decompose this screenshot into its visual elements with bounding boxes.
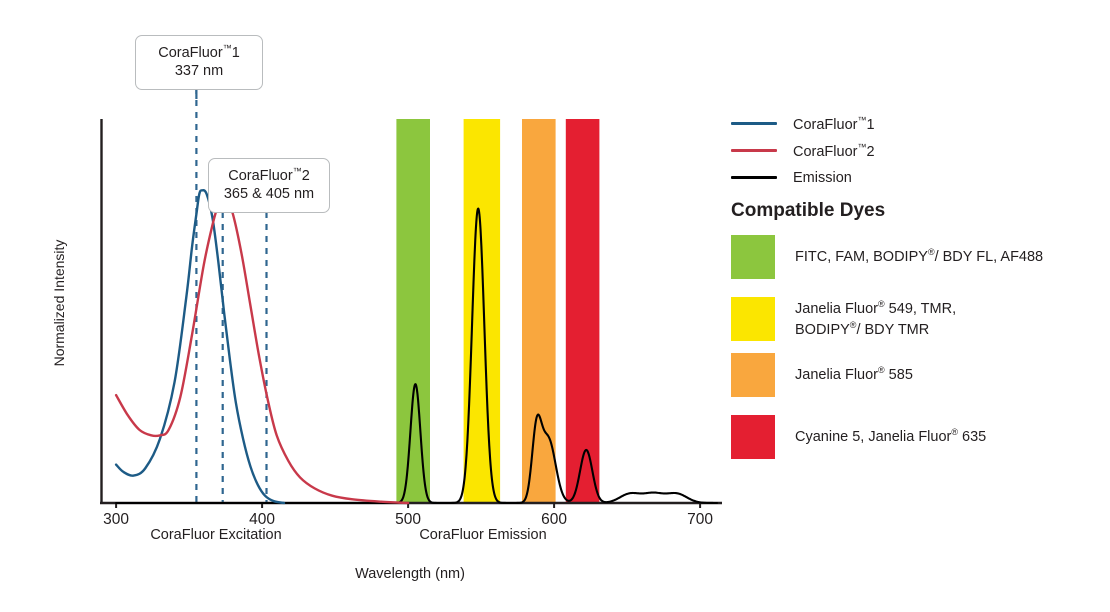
emission-bands [396,119,600,503]
trademark-icon: ™ [857,114,867,125]
legend-line-emission [731,176,777,179]
trademark-icon: ™ [222,43,232,53]
series-legend: CoraFluor™1 CoraFluor™2 Emission [731,110,1091,191]
registered-icon: ® [878,365,885,376]
dye-row[interactable]: Cyanine 5, Janelia Fluor® 635 [731,415,1101,459]
legend-label-emission: Emission [793,169,852,186]
dye-label: FITC, FAM, BODIPY®/ BDY FL, AF488 [795,246,1043,267]
dye-color-swatch [731,353,775,397]
dye-label: Janelia Fluor® 585 [795,364,913,385]
x-tick-label-600: 600 [541,511,568,528]
legend-item-emission[interactable]: Emission [731,164,1091,191]
x-axis-title: Wavelength (nm) [355,566,465,582]
emission-band-1 [463,119,501,503]
callout-cf1-index: 1 [231,44,240,61]
trademark-icon: ™ [857,141,867,152]
dye-label: Janelia Fluor® 549, TMR, BODIPY®/ BDY TMR [795,298,956,341]
dye-label-line1: Janelia Fluor® 585 [795,365,913,384]
legend-label-corafluor2: CoraFluor [793,143,858,160]
legend-index-corafluor1: 1 [866,116,875,133]
dye-row[interactable]: Janelia Fluor® 549, TMR, BODIPY®/ BDY TMR [731,297,1101,341]
emission-band-3 [565,119,600,503]
excitation-region-label: CoraFluor Excitation [150,527,282,543]
callout-corafluor2: CoraFluor™2 365 & 405 nm [208,158,330,213]
registered-icon: ® [849,320,857,330]
corafluor1-excitation-curve [114,189,286,505]
dye-color-swatch [731,415,775,459]
excitation-markers [195,88,268,503]
dye-label: Cyanine 5, Janelia Fluor® 635 [795,426,986,447]
callout-cf2-index: 2 [301,167,310,184]
callout-corafluor1: CoraFluor™1 337 nm [135,35,263,90]
x-tick-label-400: 400 [249,511,276,528]
corafluor2-excitation-curve [114,197,410,505]
dye-row[interactable]: Janelia Fluor® 585 [731,353,1101,397]
legend-index-corafluor2: 2 [866,143,875,160]
compatible-dyes-title: Compatible Dyes [731,200,886,221]
legend-line-corafluor2 [731,149,777,152]
x-tick-label-700: 700 [687,511,714,528]
callout-cf1-value: 337 nm [174,63,224,80]
emission-curve [115,207,719,505]
emission-region-label: CoraFluor Emission [419,527,547,543]
callout-cf1-name: CoraFluor [158,44,223,61]
x-tick-label-300: 300 [103,511,130,528]
compatible-dyes-list: FITC, FAM, BODIPY®/ BDY FL, AF488 Janelia… [731,235,1101,477]
legend-line-corafluor1 [731,122,777,125]
x-tick-label-500: 500 [395,511,422,528]
dye-color-swatch [731,297,775,341]
registered-icon: ® [927,247,935,258]
dye-label-line1: Cyanine 5, Janelia Fluor® 635 [795,427,987,446]
dye-label-line1: Janelia Fluor® 549, TMR, [795,298,957,317]
dye-row[interactable]: FITC, FAM, BODIPY®/ BDY FL, AF488 [731,235,1101,279]
callout-cf2-name: CoraFluor [228,167,293,184]
callout-cf2-value: 365 & 405 nm [223,186,315,203]
legend-item-corafluor2[interactable]: CoraFluor™2 [731,137,1091,164]
registered-icon: ® [951,427,959,438]
legend-item-corafluor1[interactable]: CoraFluor™1 [731,110,1091,137]
emission-band-2 [522,119,556,503]
dye-color-swatch [731,235,775,279]
legend-label-corafluor1: CoraFluor [793,116,858,133]
y-axis-title: Normalized Intensity [51,239,67,367]
emission-band-0 [396,119,430,503]
registered-icon: ® [878,298,885,309]
dye-label-line1: FITC, FAM, BODIPY®/ BDY FL, AF488 [795,247,1044,266]
trademark-icon: ™ [292,166,302,176]
dye-label-line2: BODIPY®/ BDY TMR [795,320,930,338]
